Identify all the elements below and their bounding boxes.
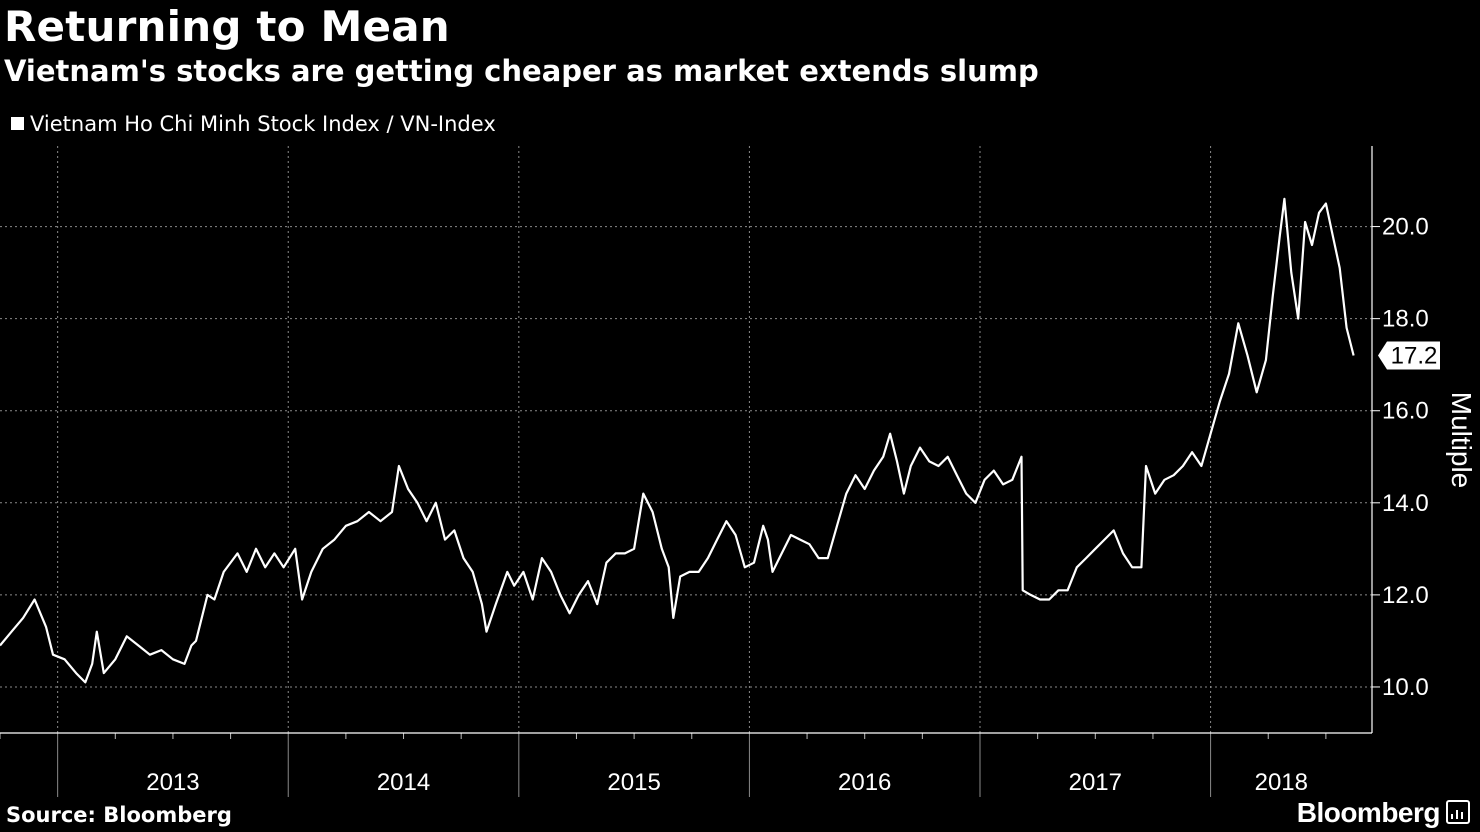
labels: 10.0 12.0 14.0 16.0 18.0 20.0 2013 2014 2015 2016… <box>146 214 1477 796</box>
y-tick-label: 18.0 <box>1382 306 1429 333</box>
x-tick-label: 2016 <box>838 769 891 796</box>
source-note: Source: Bloomberg <box>6 803 232 827</box>
chart-legend: Vietnam Ho Chi Minh Stock Index / VN-Ind… <box>11 112 496 136</box>
legend-series-label: Vietnam Ho Chi Minh Stock Index / VN-Ind… <box>30 112 496 136</box>
y-tick-label: 10.0 <box>1382 674 1429 701</box>
chart-subtitle: Vietnam's stocks are getting cheaper as … <box>4 54 1039 88</box>
series-layer <box>0 197 1355 684</box>
x-tick-label: 2015 <box>607 769 660 796</box>
x-tick-label: 2014 <box>377 769 430 796</box>
y-tick-label: 20.0 <box>1382 214 1429 241</box>
axes <box>0 146 1380 797</box>
legend-swatch <box>11 117 24 130</box>
last-value-label: 17.2 <box>1391 342 1438 369</box>
y-tick-label: 12.0 <box>1382 582 1429 609</box>
y-tick-label: 14.0 <box>1382 490 1429 517</box>
y-axis-title: Multiple <box>1446 392 1477 488</box>
gridlines <box>0 146 1372 733</box>
x-tick-label: 2017 <box>1069 769 1122 796</box>
x-tick-label: 2013 <box>146 769 199 796</box>
x-tick-label: 2018 <box>1255 769 1308 796</box>
y-tick-label: 16.0 <box>1382 398 1429 425</box>
chart-title: Returning to Mean <box>4 2 450 51</box>
chart-icon <box>1446 800 1470 824</box>
brand-text: Bloomberg <box>1296 797 1441 828</box>
last-value-badge <box>1378 341 1440 370</box>
brand-logo: Bloomberg <box>1297 797 1470 829</box>
series-line-0 <box>0 197 1355 684</box>
